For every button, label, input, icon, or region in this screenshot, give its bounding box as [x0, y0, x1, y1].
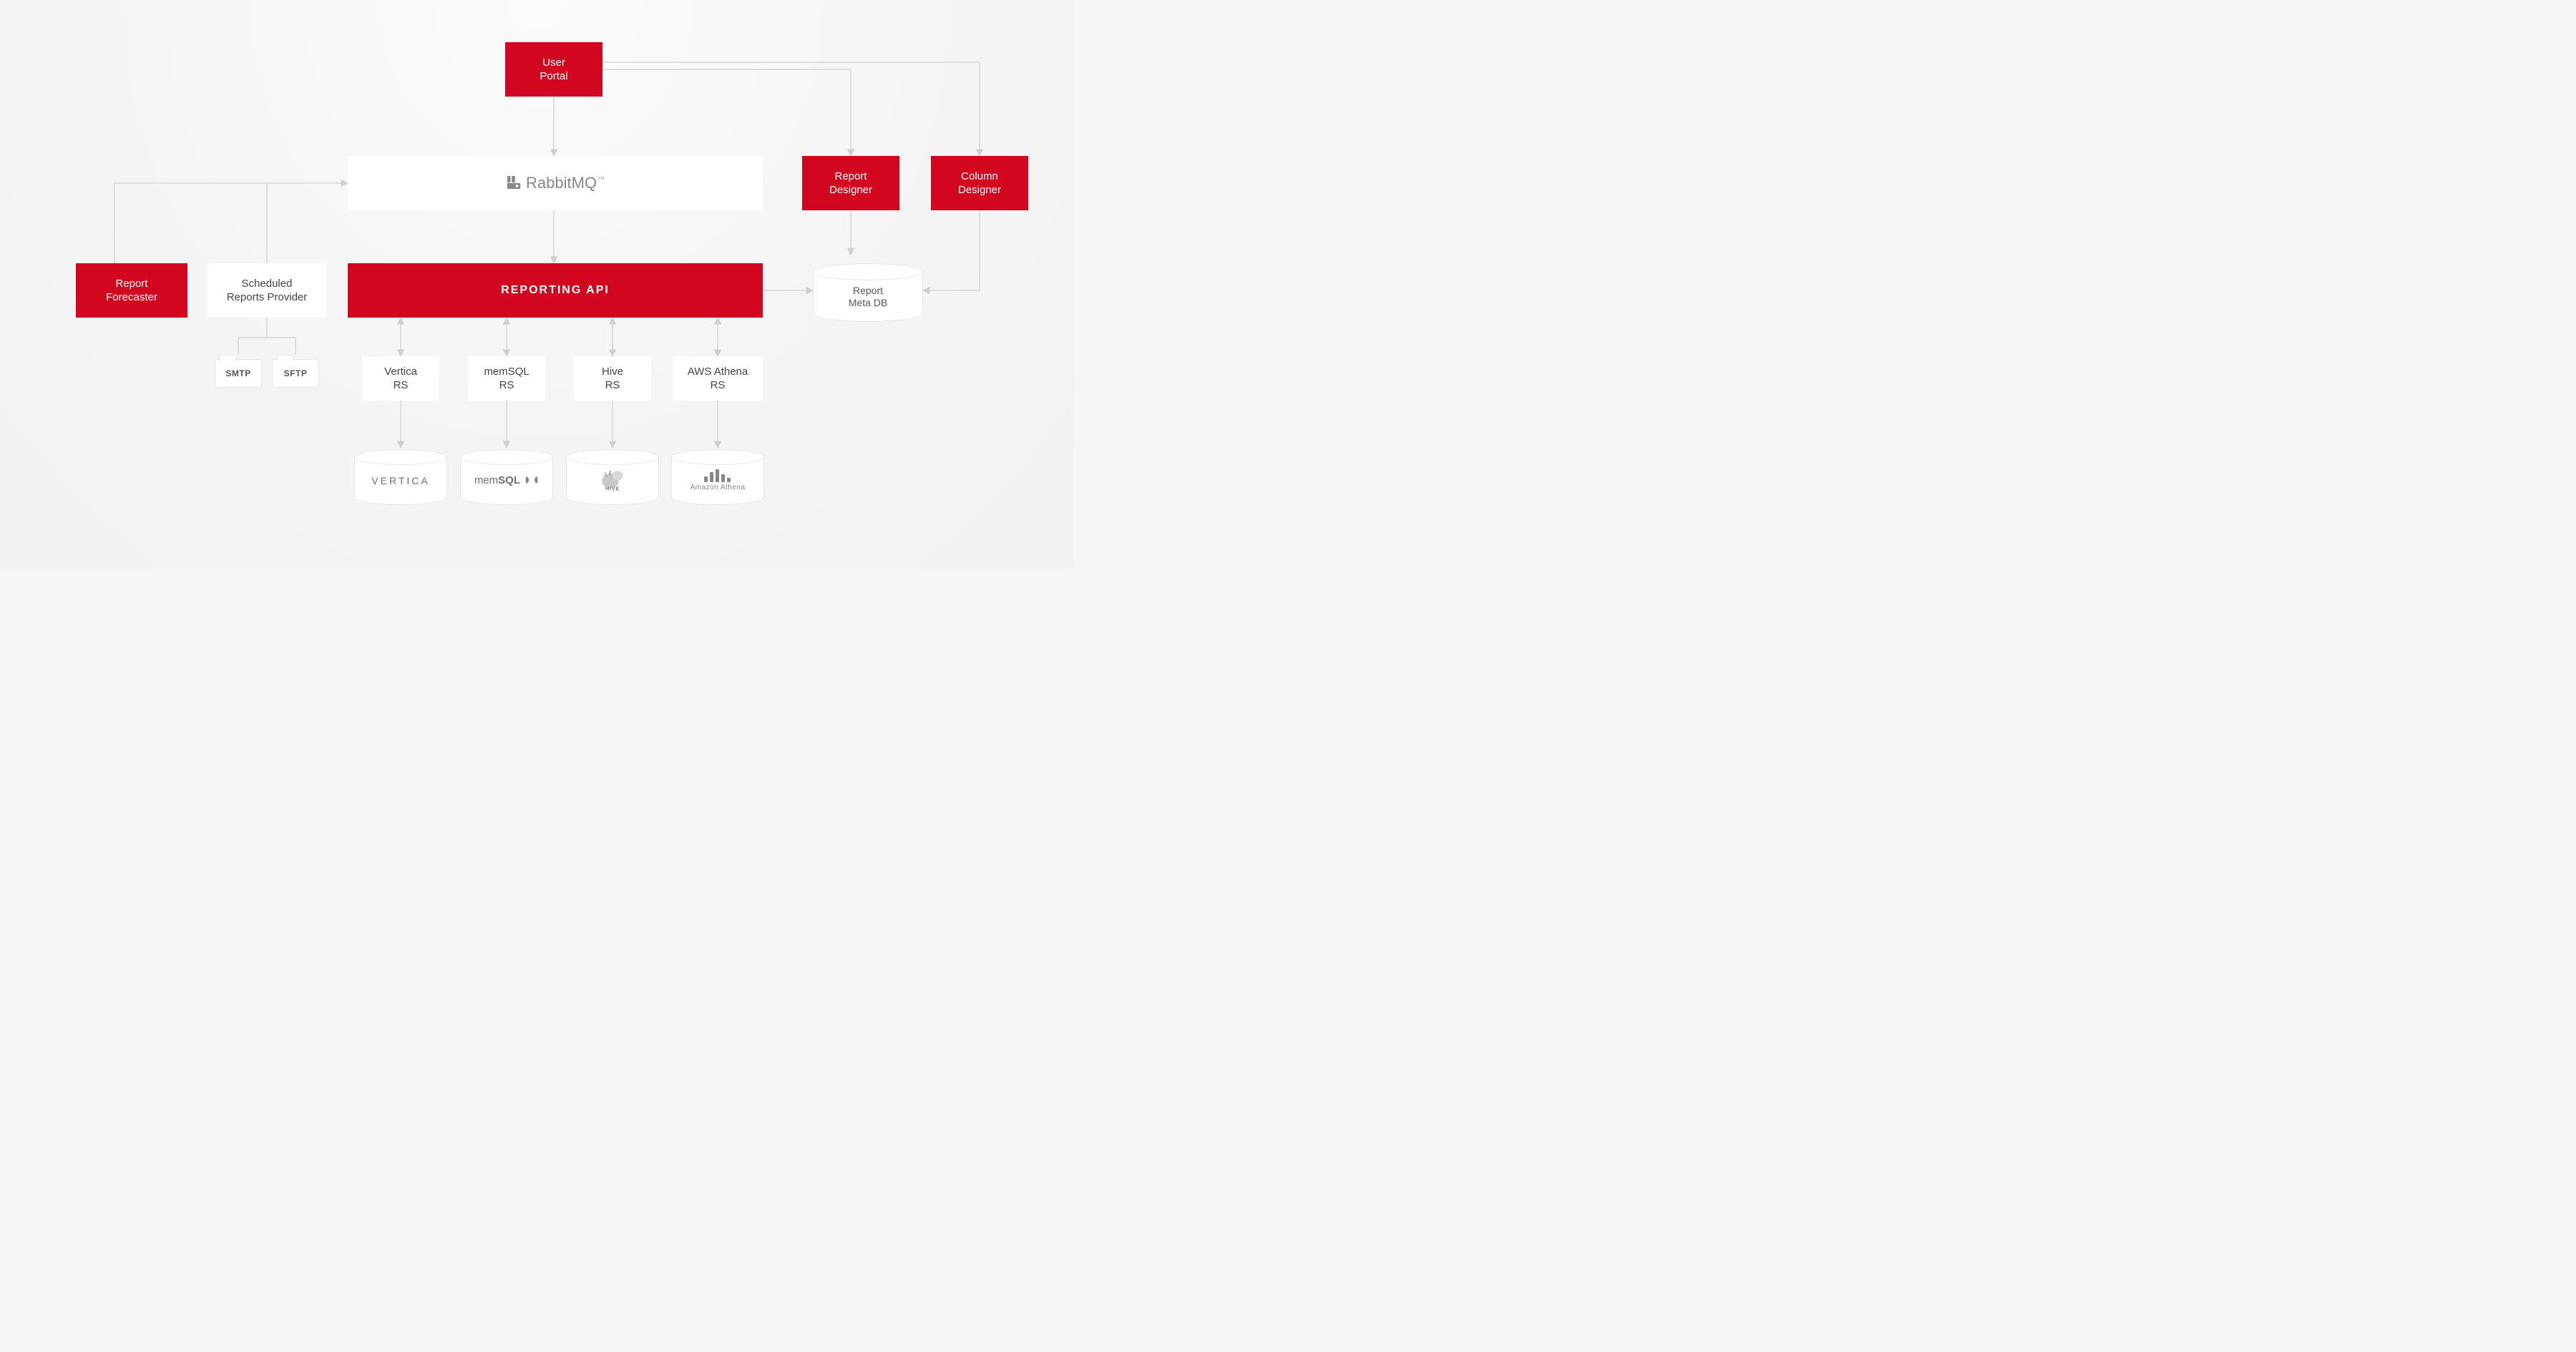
edge-forecaster-up-to-rabbit: [114, 183, 348, 263]
rabbitmq-label: RabbitMQ™: [526, 173, 605, 194]
athena-rs-label: AWS Athena RS: [688, 365, 748, 393]
architecture-diagram: User Portal RabbitMQ™ Report Designer Co…: [0, 0, 1073, 568]
db-vertica: VERTICA: [354, 449, 447, 504]
memsql-rs-label: memSQL RS: [484, 365, 529, 393]
db-memsql: memSQL: [460, 449, 553, 504]
node-hive-rs: Hive RS: [574, 356, 651, 401]
user-portal-label: User Portal: [540, 56, 567, 84]
db-report-meta: Report Meta DB: [813, 263, 923, 320]
edge-scheduled-to-sftp: [267, 338, 296, 354]
sftp-label: SFTP: [284, 368, 308, 378]
hive-rs-label: Hive RS: [602, 365, 623, 393]
athena-brand-label: Amazon Athena: [690, 484, 745, 492]
edge-scheduled-to-smtp: [238, 318, 267, 354]
scheduled-provider-label: Scheduled Reports Provider: [227, 277, 308, 305]
node-report-designer: Report Designer: [802, 156, 899, 210]
edge-user-to-column-des: [602, 62, 980, 156]
node-scheduled-reports-provider: Scheduled Reports Provider: [208, 263, 326, 318]
svg-text:HIVE: HIVE: [605, 485, 620, 491]
node-memsql-rs: memSQL RS: [468, 356, 545, 401]
athena-brand-icon: Amazon Athena: [690, 469, 745, 492]
rabbitmq-icon: [506, 175, 522, 195]
column-designer-label: Column Designer: [958, 170, 1001, 197]
node-rabbitmq: RabbitMQ™: [348, 156, 763, 210]
report-forecaster-label: Report Forecaster: [106, 277, 157, 305]
db-meta-label: Report Meta DB: [849, 285, 887, 309]
edge-column-des-to-meta: [923, 210, 980, 290]
report-designer-label: Report Designer: [829, 170, 872, 197]
vertica-brand-label: VERTICA: [371, 475, 429, 487]
node-vertica-rs: Vertica RS: [362, 356, 439, 401]
node-athena-rs: AWS Athena RS: [673, 356, 763, 401]
node-report-forecaster: Report Forecaster: [76, 263, 187, 318]
node-reporting-api: REPORTING API: [348, 263, 763, 318]
reporting-api-label: REPORTING API: [501, 283, 610, 298]
folder-smtp: SMTP: [215, 359, 262, 388]
vertica-rs-label: Vertica RS: [384, 365, 417, 393]
node-column-designer: Column Designer: [931, 156, 1028, 210]
memsql-brand-label: memSQL: [474, 474, 539, 487]
folder-sftp: SFTP: [272, 359, 319, 388]
edge-user-to-report-des: [602, 69, 851, 156]
hive-brand-icon: HIVE: [597, 467, 628, 494]
node-user-portal: User Portal: [505, 42, 602, 97]
smtp-label: SMTP: [225, 368, 250, 378]
db-athena: Amazon Athena: [671, 449, 764, 504]
db-hive: HIVE: [566, 449, 659, 504]
